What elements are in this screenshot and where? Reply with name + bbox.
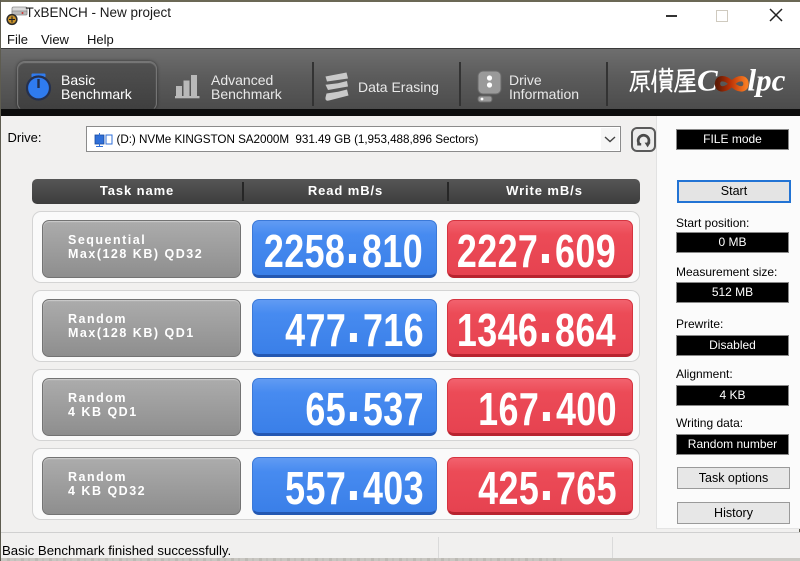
svg-text:C: C — [697, 63, 718, 98]
svg-text:lpc: lpc — [748, 63, 786, 98]
